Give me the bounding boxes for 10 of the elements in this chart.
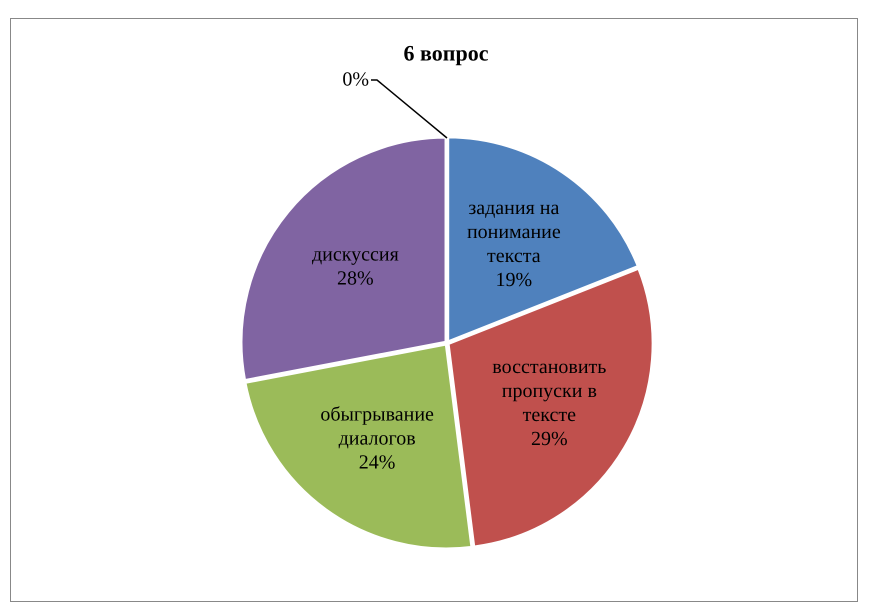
data-label: 24% bbox=[358, 451, 396, 474]
data-label: 19% bbox=[495, 268, 532, 291]
slice-label: восстановить пропуски в тексте bbox=[492, 356, 606, 426]
slice-label: задания на понимание текста bbox=[466, 196, 561, 267]
slice-label: обыгрывание диалогов bbox=[320, 403, 434, 450]
data-label: 28% bbox=[337, 267, 374, 290]
chart-title: 6 вопрос bbox=[404, 40, 489, 66]
slice-label: дискуссия bbox=[312, 243, 399, 266]
data-label: 29% bbox=[531, 428, 568, 450]
text: 0% bbox=[342, 68, 369, 90]
